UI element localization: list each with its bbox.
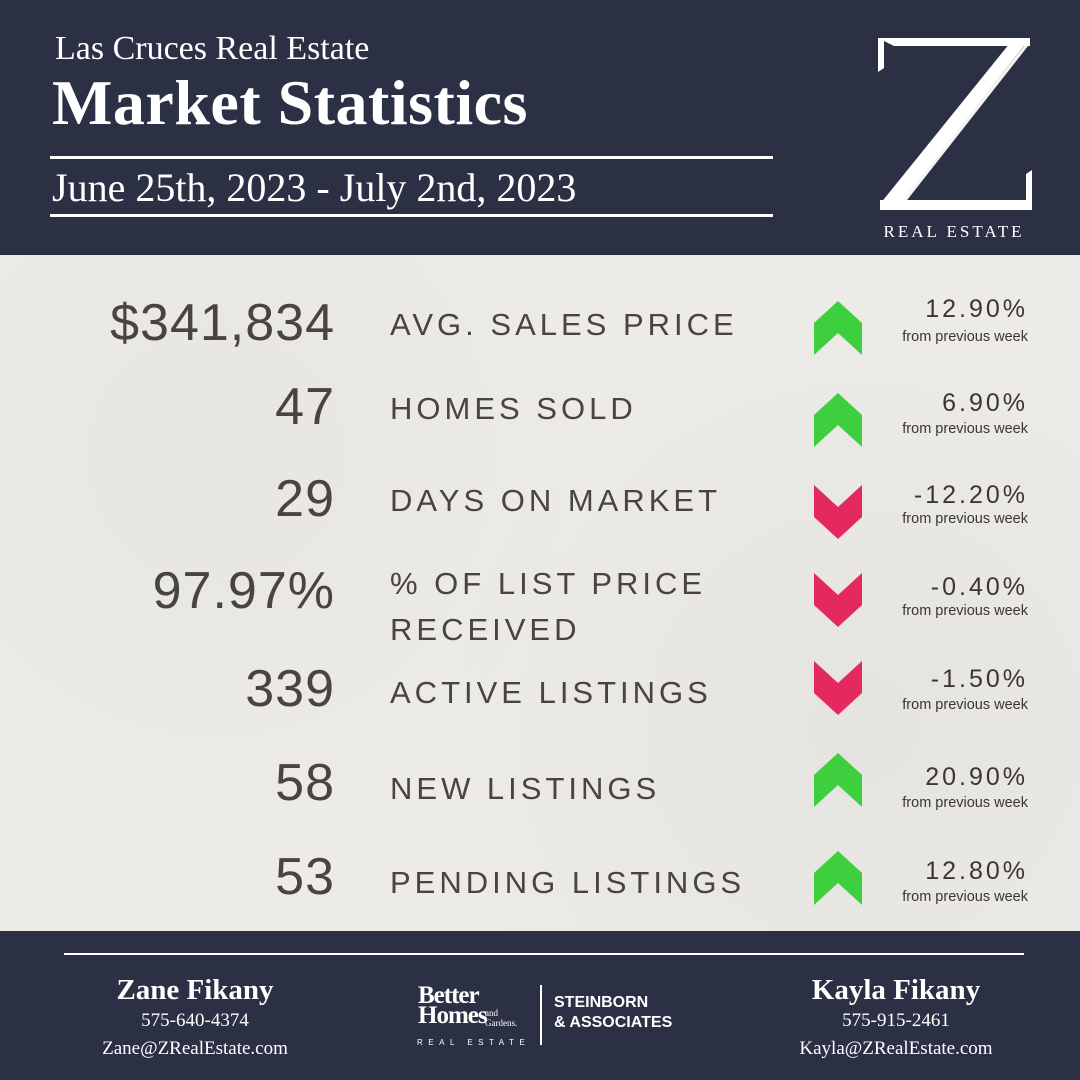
header: Las Cruces Real Estate Market Statistics… xyxy=(0,0,1080,255)
stat-label: AVG. SALES PRICE xyxy=(390,307,738,342)
z-logo xyxy=(878,38,1032,210)
stat-value: 58 xyxy=(275,754,335,812)
stat-value: 339 xyxy=(245,660,335,718)
change-percent: -0.40% xyxy=(930,573,1028,601)
title-rule-top xyxy=(50,156,773,159)
agent-email[interactable]: Kayla@ZRealEstate.com xyxy=(799,1038,993,1059)
stats-panel: $341,834 AVG. SALES PRICE 12.90% from pr… xyxy=(0,255,1080,931)
brand-better: Better xyxy=(418,982,480,1009)
stat-value: $341,834 xyxy=(110,294,335,352)
agent-email[interactable]: Zane@ZRealEstate.com xyxy=(102,1038,288,1059)
change-percent: 12.80% xyxy=(925,857,1028,885)
agent-name: Kayla Fikany xyxy=(811,974,981,1006)
up-arrow-icon xyxy=(814,301,862,355)
logo-text: REAL ESTATE xyxy=(883,222,1025,241)
footer-rule xyxy=(64,953,1024,955)
change-percent: -1.50% xyxy=(930,665,1028,693)
agent-card-zane: Zane Fikany 575-640-4374 Zane@ZRealEstat… xyxy=(45,973,345,1063)
footer: Zane Fikany 575-640-4374 Zane@ZRealEstat… xyxy=(0,931,1080,1080)
page-title: Market Statistics xyxy=(52,67,528,138)
title-rule-bottom xyxy=(50,214,773,217)
agent-phone[interactable]: 575-640-4374 xyxy=(141,1010,249,1031)
agent-card-kayla: Kayla Fikany 575-915-2461 Kayla@ZRealEst… xyxy=(746,973,1046,1063)
change-note: from previous week xyxy=(902,603,1028,619)
stat-value: 47 xyxy=(275,378,335,436)
change-percent: 6.90% xyxy=(942,389,1028,417)
change-note: from previous week xyxy=(902,889,1028,905)
change-note: from previous week xyxy=(902,511,1028,527)
change-percent: 12.90% xyxy=(925,295,1028,323)
stat-label: NEW LISTINGS xyxy=(390,771,661,806)
stat-value: 97.97% xyxy=(152,562,335,620)
brand-firm: STEINBORN & ASSOCIATES xyxy=(554,993,672,1033)
change-note: from previous week xyxy=(902,421,1028,437)
city-subtitle: Las Cruces Real Estate xyxy=(55,30,370,67)
brokerage-logo: Better Homes and Gardens. REAL ESTATE ST… xyxy=(415,983,685,1053)
stat-label-line2: RECEIVED xyxy=(390,612,581,647)
change-percent: -12.20% xyxy=(913,481,1028,509)
brand-real-estate: REAL ESTATE xyxy=(417,1038,531,1047)
stat-value: 53 xyxy=(275,848,335,906)
stat-label: ACTIVE LISTINGS xyxy=(390,675,712,710)
up-arrow-icon xyxy=(814,753,862,807)
stat-label: PENDING LISTINGS xyxy=(390,865,746,900)
stat-label: HOMES SOLD xyxy=(390,391,637,426)
agent-phone[interactable]: 575-915-2461 xyxy=(842,1010,950,1031)
stat-value: 29 xyxy=(275,470,335,528)
change-note: from previous week xyxy=(902,697,1028,713)
brand-firm-line2: & ASSOCIATES xyxy=(554,1014,673,1031)
change-percent: 20.90% xyxy=(925,763,1028,791)
down-arrow-icon xyxy=(814,573,862,627)
down-arrow-icon xyxy=(814,661,862,715)
stat-label: DAYS ON MARKET xyxy=(390,483,722,518)
down-arrow-icon xyxy=(814,485,862,539)
up-arrow-icon xyxy=(814,851,862,905)
brand-gardens: and Gardens. xyxy=(485,1008,518,1028)
brand-firm-line1: STEINBORN xyxy=(554,994,649,1011)
change-note: from previous week xyxy=(902,329,1028,345)
brand-homes: Homes xyxy=(418,1002,488,1029)
up-arrow-icon xyxy=(814,393,862,447)
change-note: from previous week xyxy=(902,795,1028,811)
brand-divider xyxy=(540,985,542,1045)
agent-name: Zane Fikany xyxy=(116,974,274,1006)
date-range: June 25th, 2023 - July 2nd, 2023 xyxy=(52,165,577,210)
stat-label: % OF LIST PRICE xyxy=(390,566,707,601)
